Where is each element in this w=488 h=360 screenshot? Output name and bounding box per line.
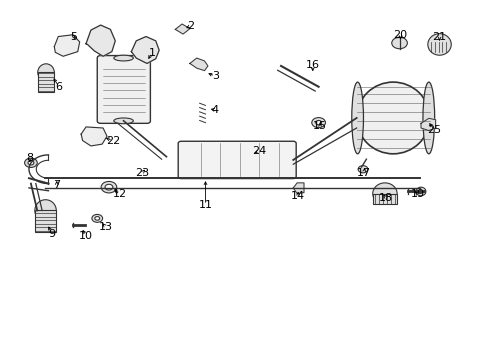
Ellipse shape <box>357 166 367 173</box>
Text: 19: 19 <box>410 189 424 199</box>
Text: 2: 2 <box>187 21 194 31</box>
Text: 7: 7 <box>53 180 60 190</box>
Ellipse shape <box>105 184 113 190</box>
Text: 8: 8 <box>26 153 34 163</box>
Polygon shape <box>175 24 189 34</box>
Ellipse shape <box>427 34 450 55</box>
Text: 20: 20 <box>393 30 407 40</box>
Text: 17: 17 <box>356 168 370 178</box>
Polygon shape <box>86 25 115 56</box>
Text: 12: 12 <box>113 189 127 199</box>
Ellipse shape <box>422 82 434 154</box>
Text: 25: 25 <box>427 125 441 135</box>
Ellipse shape <box>311 118 325 128</box>
Ellipse shape <box>114 118 133 124</box>
Text: 16: 16 <box>305 60 319 70</box>
Text: 21: 21 <box>431 32 446 41</box>
Polygon shape <box>131 37 159 63</box>
Ellipse shape <box>356 82 429 154</box>
Bar <box>372 194 396 204</box>
Text: 1: 1 <box>148 48 155 58</box>
Polygon shape <box>81 127 107 146</box>
Text: 11: 11 <box>198 200 212 210</box>
Ellipse shape <box>28 161 34 165</box>
Ellipse shape <box>372 183 396 204</box>
Ellipse shape <box>38 64 54 81</box>
Text: 23: 23 <box>135 168 149 178</box>
Polygon shape <box>420 118 435 131</box>
Polygon shape <box>189 58 207 71</box>
Text: 3: 3 <box>211 71 218 81</box>
Ellipse shape <box>92 215 102 222</box>
Text: 6: 6 <box>56 82 62 92</box>
Text: 5: 5 <box>70 32 77 41</box>
Ellipse shape <box>24 158 37 167</box>
FancyBboxPatch shape <box>178 141 296 179</box>
Ellipse shape <box>391 37 407 49</box>
Polygon shape <box>54 35 80 56</box>
Ellipse shape <box>95 217 100 220</box>
Text: 24: 24 <box>251 146 265 156</box>
Text: 15: 15 <box>312 121 326 131</box>
Text: 14: 14 <box>290 191 305 201</box>
Text: 18: 18 <box>378 193 392 203</box>
Bar <box>38 72 54 92</box>
Ellipse shape <box>415 187 425 196</box>
Text: 13: 13 <box>98 222 112 231</box>
Ellipse shape <box>101 181 117 193</box>
Polygon shape <box>293 183 304 194</box>
Text: 9: 9 <box>48 229 55 239</box>
Text: 10: 10 <box>79 231 93 240</box>
Ellipse shape <box>315 121 321 125</box>
Text: 4: 4 <box>211 105 218 115</box>
Text: 22: 22 <box>105 136 120 145</box>
Ellipse shape <box>114 55 133 61</box>
Bar <box>35 211 56 232</box>
Ellipse shape <box>35 200 56 221</box>
Ellipse shape <box>351 82 363 154</box>
FancyBboxPatch shape <box>97 55 150 123</box>
